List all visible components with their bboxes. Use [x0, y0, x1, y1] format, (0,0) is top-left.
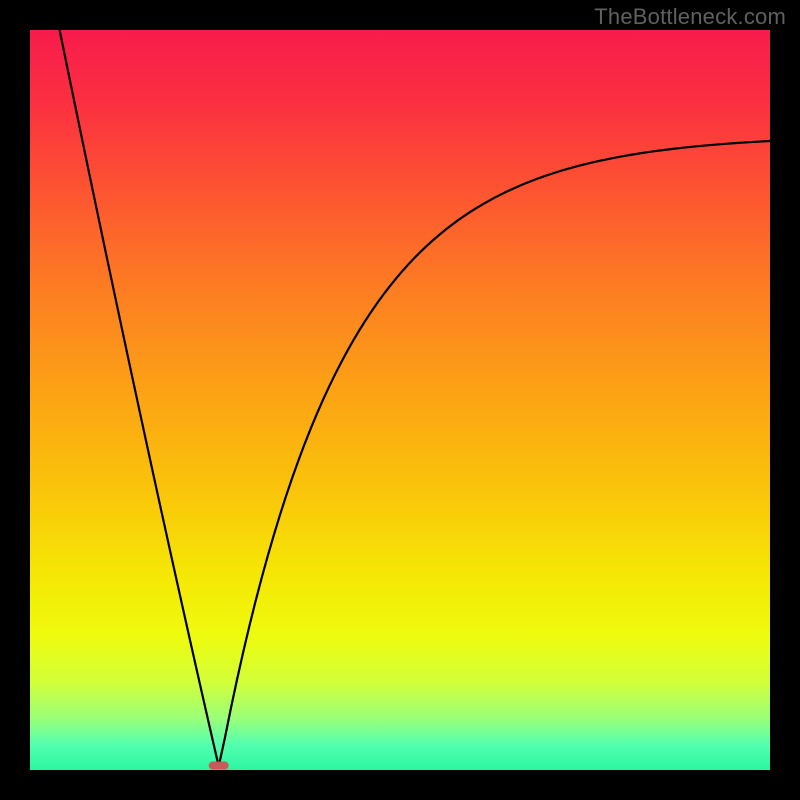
- watermark-text: TheBottleneck.com: [594, 4, 786, 30]
- bottleneck-chart: [0, 0, 800, 800]
- chart-container: TheBottleneck.com: [0, 0, 800, 800]
- optimal-point-marker: [209, 762, 229, 770]
- plot-background: [30, 30, 770, 770]
